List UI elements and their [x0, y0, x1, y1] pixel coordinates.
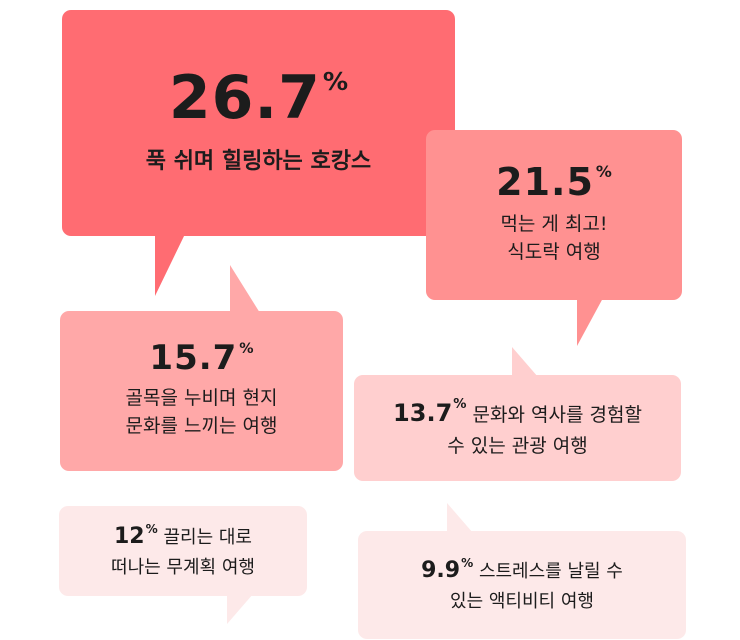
value-label: 15.7% — [149, 338, 254, 379]
category-label: 푹 쉬며 힐링하는 호캉스 — [145, 149, 372, 175]
value-label: 26.7% — [168, 63, 349, 134]
value-label: 13.7% — [393, 396, 467, 427]
category-label-line2: 있는 액티비티 여행 — [450, 591, 594, 613]
bubble-tail-3 — [512, 347, 538, 377]
bubble-tail-5 — [447, 503, 473, 533]
value-label: 21.5% — [496, 160, 612, 205]
category-label-line2: 수 있는 관광 여행 — [447, 434, 588, 457]
category-label: 문화와 역사를 경험할 — [466, 403, 642, 426]
bubble-tail-2 — [230, 265, 260, 313]
bubble-tail-4 — [227, 594, 253, 624]
value-label: 12% — [114, 522, 158, 549]
category-label-line2: 떠나는 무계획 여행 — [111, 557, 255, 579]
category-label: 끌리는 대로 — [157, 527, 252, 548]
bubble-1: 21.5% 먹는 게 최고! 식도락 여행 — [426, 130, 682, 300]
bubble-0: 26.7% 푹 쉬며 힐링하는 호캉스 — [62, 10, 455, 236]
bubble-tail-1 — [577, 298, 603, 346]
value-label: 9.9% — [421, 556, 474, 583]
bubble-tail-0 — [155, 234, 185, 296]
category-label: 스트레스를 날릴 수 — [473, 561, 623, 582]
category-label: 골목을 누비며 현지 문화를 느끼는 여행 — [125, 387, 278, 437]
category-label: 먹는 게 최고! 식도락 여행 — [500, 213, 608, 263]
bubble-2: 15.7% 골목을 누비며 현지 문화를 느끼는 여행 — [60, 311, 343, 471]
